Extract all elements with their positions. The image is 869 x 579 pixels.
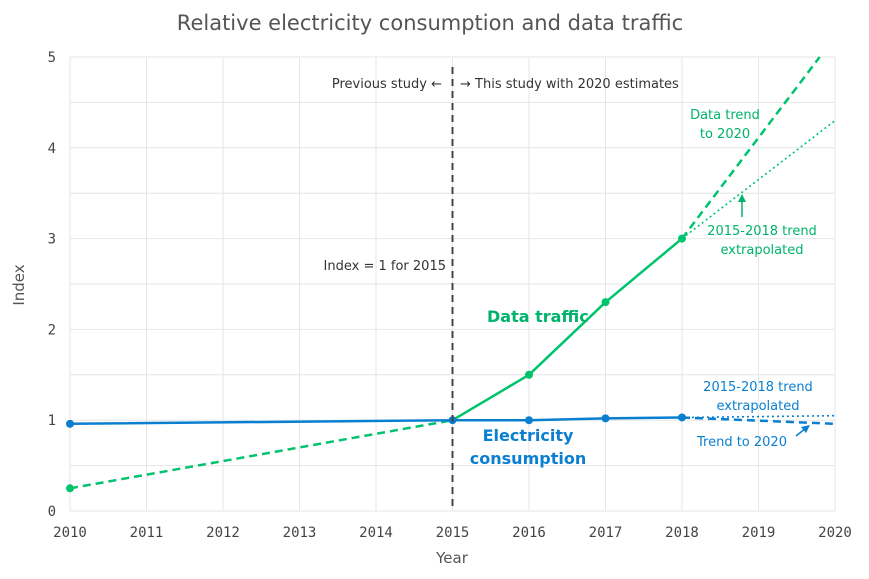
series-lines xyxy=(69,56,836,490)
electricity-point xyxy=(66,419,74,428)
annotation-data-trend-line1: Data trend xyxy=(690,108,760,123)
arrow-elec-trend xyxy=(795,425,810,437)
x-tick-label: 2017 xyxy=(589,525,623,541)
series-data-2015-2018-trend-extrapolated xyxy=(681,119,836,240)
x-tick-label: 2018 xyxy=(665,525,699,541)
annotation-index-note: Index = 1 for 2015 xyxy=(324,259,446,274)
annotation-data-extrap-line1: 2015-2018 trend xyxy=(707,224,817,239)
label-electricity-line1: Electricity xyxy=(483,426,574,445)
label-electricity-line2: consumption xyxy=(470,449,586,468)
x-tick-label: 2015 xyxy=(436,525,470,541)
data-point xyxy=(66,484,74,493)
y-axis-label: Index xyxy=(10,264,28,305)
arrow-data-extrap xyxy=(738,194,746,217)
data-point xyxy=(525,370,533,379)
annotation-this-study: → This study with 2020 estimates xyxy=(460,77,679,92)
x-tick-label: 2011 xyxy=(130,525,164,541)
x-tick-label: 2010 xyxy=(53,525,87,541)
x-axis-ticks: 2010 2011 2012 2013 2014 2015 2016 2017 2018 2019… xyxy=(53,525,852,541)
chart-title: Relative electricity consumption and dat… xyxy=(177,11,683,35)
annotation-elec-extrap-line1: 2015-2018 trend xyxy=(703,380,813,395)
x-tick-label: 2016 xyxy=(512,525,546,541)
y-tick-label: 1 xyxy=(48,413,56,429)
x-tick-label: 2012 xyxy=(206,525,240,541)
series-electricity-2015-2018-trend-extrapolated xyxy=(681,414,836,419)
data-markers xyxy=(66,234,686,493)
y-tick-label: 5 xyxy=(48,50,56,66)
x-tick-label: 2013 xyxy=(283,525,317,541)
electricity-point xyxy=(525,416,533,425)
y-axis-ticks: 0 1 2 3 4 5 xyxy=(48,50,56,520)
annotation-data-trend-line2: to 2020 xyxy=(700,127,750,142)
x-tick-label: 2020 xyxy=(818,525,852,541)
data-point xyxy=(678,234,686,243)
annotation-previous-study: Previous study ← xyxy=(332,77,442,92)
series-data-traffic-2010-2015 xyxy=(69,418,453,490)
y-tick-label: 0 xyxy=(48,504,56,520)
y-tick-label: 3 xyxy=(48,232,56,248)
label-data-traffic: Data traffic xyxy=(487,307,589,326)
y-tick-label: 2 xyxy=(48,322,56,338)
x-tick-label: 2014 xyxy=(359,525,393,541)
x-axis-label: Year xyxy=(435,549,469,567)
data-point xyxy=(601,298,610,307)
y-tick-label: 4 xyxy=(48,141,56,157)
annotation-data-extrap-line2: extrapolated xyxy=(720,243,803,258)
electricity-point xyxy=(601,414,610,423)
annotation-elec-extrap-line2: extrapolated xyxy=(716,399,799,414)
series-data-traffic xyxy=(451,237,683,422)
electricity-point xyxy=(678,413,686,422)
x-tick-label: 2019 xyxy=(742,525,776,541)
annotation-elec-trend: Trend to 2020 xyxy=(696,435,787,450)
series-data-trend-to-2020 xyxy=(681,56,821,240)
